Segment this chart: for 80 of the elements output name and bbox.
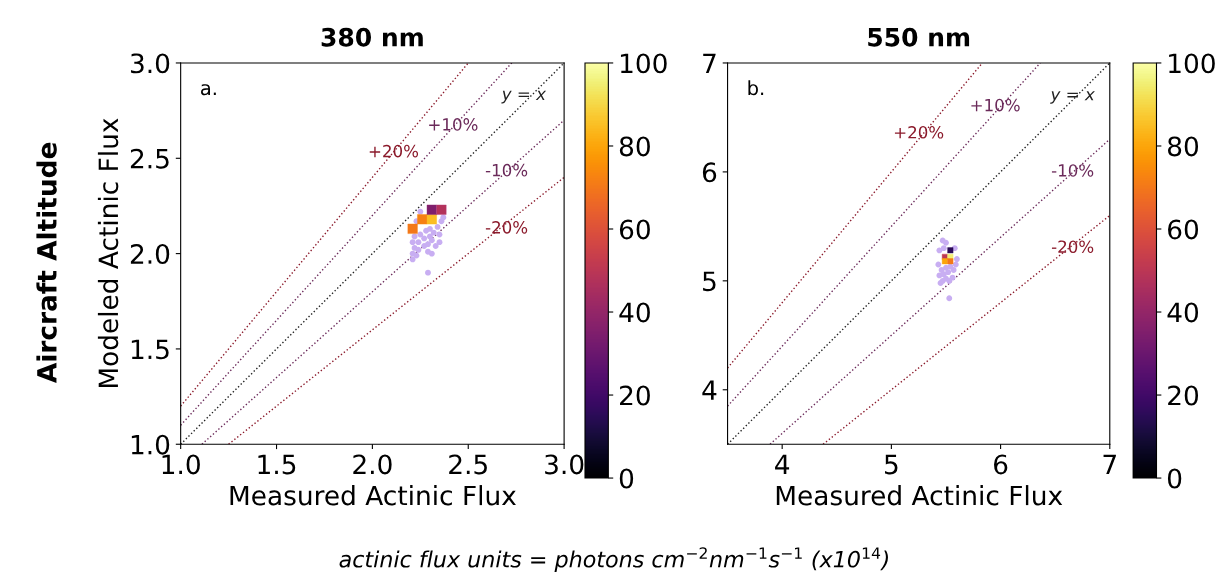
point	[952, 261, 959, 268]
y-tick-label: 2.5	[130, 148, 169, 169]
color-bar-label: 0	[1167, 468, 1182, 489]
annotation: a.	[201, 84, 216, 96]
point	[436, 231, 443, 238]
point	[430, 229, 437, 236]
y-tick-label: 6	[702, 162, 717, 183]
annotation: +10%	[971, 98, 1020, 112]
color-bar-label: 40	[1167, 302, 1199, 323]
text: actinic flux units = photons cm$^{−2}$nm$^{−1}$s$^{−1}$ (x10$^{14}$)	[339, 547, 888, 572]
color-bar-label: 60	[1168, 219, 1199, 240]
annotation: +20%	[369, 144, 419, 158]
point	[409, 239, 416, 246]
point	[936, 247, 943, 254]
y-tick-label: 1.5	[131, 339, 169, 360]
point	[434, 223, 441, 230]
point	[426, 214, 437, 225]
point	[421, 235, 428, 242]
point	[432, 243, 439, 249]
annotation: -10%	[1051, 164, 1094, 177]
y-tick-label: 1.0	[131, 434, 170, 455]
point	[947, 258, 954, 265]
point	[953, 256, 960, 262]
y-tick-label: 4	[702, 380, 717, 400]
point	[407, 223, 418, 234]
chart-title: 550 nm	[868, 27, 970, 47]
point	[426, 225, 433, 232]
annotation: -20%	[1051, 240, 1094, 253]
point	[426, 204, 437, 215]
annotation: b.	[748, 80, 764, 96]
x-tick-label: 7	[1103, 454, 1116, 475]
color-bar-label: 80	[1168, 136, 1199, 157]
point	[413, 252, 420, 259]
color-bar-label: 20	[1168, 385, 1199, 406]
point	[436, 239, 443, 246]
x-tick-label: 2.0	[353, 454, 392, 475]
point	[425, 241, 431, 248]
point	[415, 239, 422, 246]
point	[428, 237, 435, 244]
color-bar-label: 60	[619, 219, 650, 240]
annotation: y = x	[1050, 91, 1095, 104]
text: Aircraft Altitude	[36, 142, 57, 383]
point	[411, 233, 418, 240]
x-tick-label: 4	[775, 454, 790, 475]
x-axis-title: Measured Actinic Flux	[230, 485, 516, 506]
color-bar-label: 0	[619, 468, 634, 489]
y-tick-label: 5	[703, 271, 716, 292]
annotation: y = x	[501, 90, 547, 104]
y-tick-label: 7	[703, 53, 716, 73]
point	[417, 214, 428, 225]
x-axis-title: Measured Actinic Flux	[776, 485, 1063, 506]
color-bar-label: 80	[619, 136, 650, 157]
x-tick-label: 1.0	[162, 454, 200, 475]
point	[436, 204, 447, 215]
point	[940, 245, 947, 252]
annotation: +10%	[429, 118, 478, 131]
point	[941, 258, 948, 265]
point	[417, 208, 424, 215]
point	[440, 214, 447, 221]
color-bar-label: 100	[620, 53, 667, 74]
y-tick-label: 3.0	[130, 53, 170, 74]
x-tick-label: 2.5	[449, 454, 487, 475]
point	[946, 295, 953, 302]
annotation: -10%	[485, 163, 528, 177]
point	[428, 250, 435, 257]
y-axis-title: Modeled Actinic Flux	[97, 118, 119, 388]
x-tick-label: 1.5	[258, 454, 296, 475]
annotation: -20%	[485, 221, 528, 234]
annotation: +20%	[894, 126, 944, 139]
x-tick-label: 6	[994, 454, 1008, 475]
x-tick-label: 5	[885, 454, 898, 475]
point	[415, 246, 422, 253]
x-tick-label: 3.0	[545, 454, 584, 475]
chart-title: 380 nm	[321, 27, 423, 47]
y-tick-label: 2.0	[130, 244, 170, 265]
color-bar-label: 100	[1169, 53, 1215, 74]
color-bar-label: 20	[620, 385, 650, 406]
color-bar-label: 40	[619, 302, 650, 323]
point	[425, 269, 431, 276]
point	[947, 247, 954, 254]
